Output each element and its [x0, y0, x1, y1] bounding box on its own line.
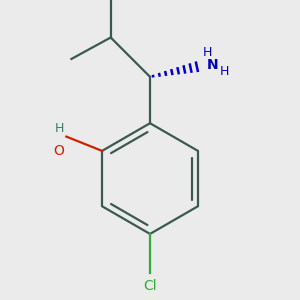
Text: H: H	[203, 46, 212, 59]
Text: H: H	[55, 122, 64, 135]
Text: H: H	[220, 65, 229, 78]
Text: Cl: Cl	[143, 279, 157, 292]
Text: O: O	[54, 144, 64, 158]
Text: N: N	[207, 58, 218, 72]
